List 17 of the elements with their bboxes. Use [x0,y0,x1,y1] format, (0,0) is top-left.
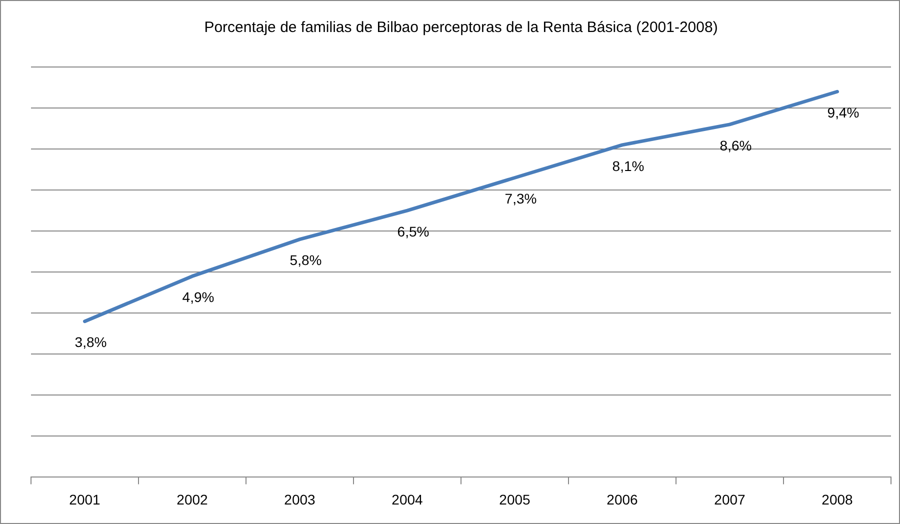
data-label: 3,8% [74,334,107,350]
x-tick-label: 2008 [822,491,854,508]
x-tick-label: 2005 [499,491,531,508]
x-tick-label: 2003 [284,491,316,508]
data-label: 8,1% [612,158,644,174]
x-tick-label: 2006 [606,491,638,508]
data-label: 5,8% [290,252,322,268]
data-label: 7,3% [504,190,537,207]
x-tick-label: 2004 [392,491,424,508]
data-label: 4,9% [182,289,214,306]
x-tick-label: 2002 [176,491,208,508]
data-label: 6,5% [397,223,430,240]
data-label: 8,6% [720,137,752,154]
data-label: 9,4% [827,104,860,120]
chart-title: Porcentaje de familias de Bilbao perceptoras de la Renta Básica (2001-2008) [204,19,718,36]
x-tick-label: 2001 [69,491,101,508]
x-tick-label: 2007 [714,491,746,508]
